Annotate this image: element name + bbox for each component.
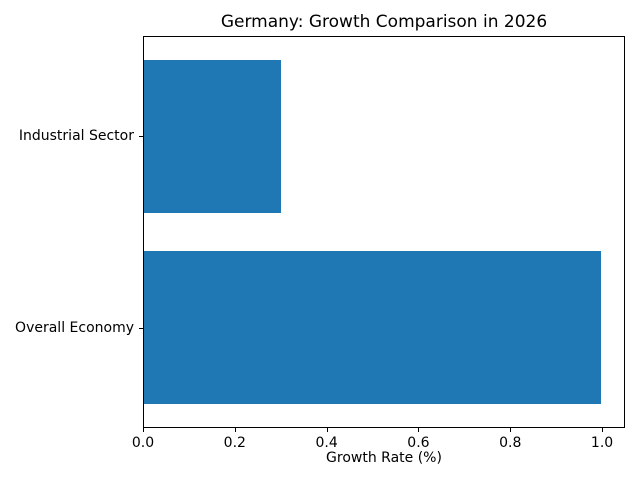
x-tick-mark	[326, 428, 328, 432]
x-tick-label: 0.4	[315, 435, 338, 451]
chart-title: Germany: Growth Comparison in 2026	[220, 12, 548, 32]
x-tick-label: 1.0	[590, 435, 614, 451]
x-tick-mark	[143, 428, 144, 432]
x-tick-mark	[602, 428, 604, 432]
x-tick-label: 0.2	[223, 435, 246, 451]
x-axis-label: Growth Rate (%)	[326, 450, 442, 466]
x-tick-mark	[418, 428, 420, 432]
x-tick-mark	[234, 428, 236, 432]
x-tick-label: 0.8	[499, 435, 522, 451]
bar-overall-economy	[144, 251, 602, 405]
x-tick-mark	[510, 428, 512, 432]
x-tick-label: 0.6	[407, 435, 430, 451]
bar-industrial-sector	[144, 59, 282, 213]
y-tick-mark	[139, 136, 143, 138]
y-tick-label: Overall Economy	[15, 319, 134, 336]
y-tick-mark	[139, 327, 143, 329]
y-tick-label: Industrial Sector	[18, 128, 134, 145]
x-tick-label: 0.0	[131, 435, 155, 451]
